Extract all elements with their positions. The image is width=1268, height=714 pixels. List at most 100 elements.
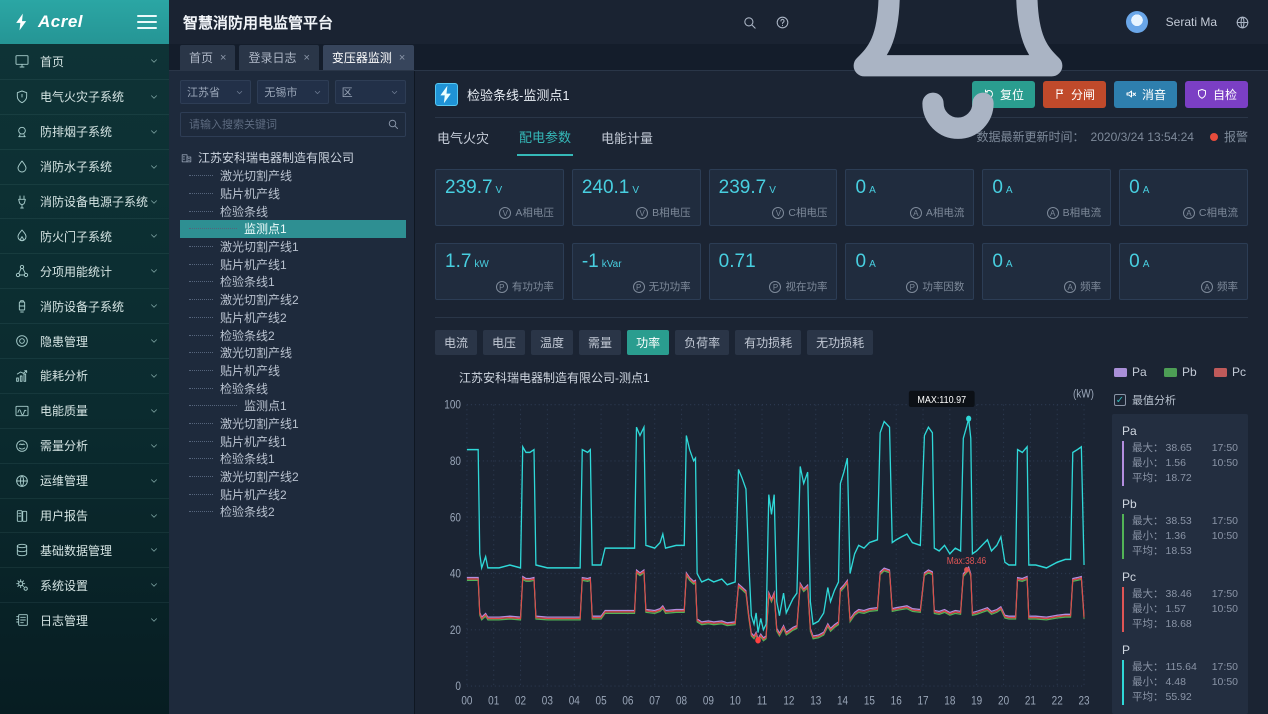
- chevron-down-icon: [149, 476, 159, 486]
- tree-item-13[interactable]: 监测点1: [180, 397, 406, 415]
- chart-filter-7[interactable]: 无功损耗: [807, 330, 874, 355]
- open-switch-button[interactable]: 分闸: [1042, 80, 1106, 108]
- tab-0[interactable]: 首页 ×: [180, 45, 236, 70]
- detail-tab-0[interactable]: 电气火灾: [437, 130, 490, 146]
- chart-section: 电流 电压 温度 需量 功率 负荷率 有功损耗 无功损耗 江苏安科瑞电器制造有限公司-测点1 …: [435, 318, 1248, 714]
- tree-item-16[interactable]: 检验条线1: [180, 450, 406, 468]
- tree-item-2[interactable]: 检验条线: [180, 202, 406, 220]
- legend-Pa[interactable]: Pa: [1114, 365, 1147, 379]
- close-icon[interactable]: ×: [220, 51, 227, 64]
- metric-unit: A: [1005, 259, 1013, 270]
- power-line-chart: 00 01 02 03 04 05 06 07 08 09 10 11 12 13 14 15 16 17 18 19…: [444, 388, 1094, 708]
- metric-card-2: 239.7 V V C相电压: [708, 169, 838, 226]
- tree-connector: [189, 334, 213, 336]
- avatar[interactable]: [1125, 11, 1148, 33]
- svg-text:06: 06: [622, 695, 633, 708]
- tree-item-5[interactable]: 贴片机产线1: [180, 255, 406, 273]
- tree-item-3[interactable]: 监测点1: [180, 220, 406, 238]
- chart-filter-1[interactable]: 电压: [483, 330, 526, 355]
- district-select[interactable]: 区: [334, 80, 406, 104]
- tree-search: [180, 112, 406, 137]
- tree-item-0[interactable]: 激光切割产线: [180, 167, 406, 185]
- sidebar-item-2[interactable]: 防排烟子系统: [0, 113, 169, 149]
- tree-item-4[interactable]: 激光切割产线1: [180, 238, 406, 256]
- chart-filter-3[interactable]: 需量: [579, 330, 622, 355]
- notifications-button[interactable]: 11: [808, 0, 1108, 172]
- metric-label: C相电流: [1198, 207, 1238, 219]
- close-icon[interactable]: ×: [303, 51, 310, 64]
- tree-item-1[interactable]: 贴片机产线: [180, 185, 406, 203]
- tree-item-7[interactable]: 激光切割产线2: [180, 291, 406, 309]
- tree-connector: [189, 210, 213, 212]
- sidebar-item-6[interactable]: 分项用能统计: [0, 253, 169, 288]
- language-globe-icon[interactable]: [1235, 15, 1250, 30]
- tree-item-9[interactable]: 检验条线2: [180, 326, 406, 344]
- legend-Pc[interactable]: Pc: [1213, 365, 1246, 379]
- tree-item-11[interactable]: 贴片机产线: [180, 362, 406, 380]
- sidebar-item-5[interactable]: 防火门子系统: [0, 218, 169, 253]
- sidebar-item-9[interactable]: 能耗分析: [0, 358, 169, 393]
- metric-symbol-icon: V: [499, 206, 512, 219]
- search-input[interactable]: [180, 112, 406, 137]
- tree-item-14[interactable]: 激光切割产线1: [180, 415, 406, 433]
- tree-item-19[interactable]: 检验条线2: [180, 503, 406, 521]
- chart-filter-4[interactable]: 功率: [627, 330, 670, 355]
- metric-symbol-icon: A: [1182, 206, 1195, 219]
- metric-card-4: 0 A A B相电流: [982, 169, 1112, 226]
- city-select[interactable]: 无锡市: [257, 80, 329, 104]
- search-icon[interactable]: [387, 118, 399, 130]
- tree-item-10[interactable]: 激光切割产线: [180, 344, 406, 362]
- svg-text:23: 23: [1078, 695, 1089, 708]
- sidebar-item-1[interactable]: 电气火灾子系统: [0, 78, 169, 114]
- tree-item-6[interactable]: 检验条线1: [180, 273, 406, 291]
- tree-item-17[interactable]: 激光切割产线2: [180, 468, 406, 486]
- detail-tab-2[interactable]: 电能计量: [601, 130, 654, 146]
- metric-unit: A: [1005, 185, 1013, 196]
- user-name: Serati Ma: [1165, 15, 1217, 29]
- tree-item-12[interactable]: 检验条线: [180, 379, 406, 397]
- metric-symbol-icon: V: [636, 206, 649, 219]
- database-icon: [14, 542, 30, 558]
- sidebar-item-12[interactable]: 运维管理: [0, 462, 169, 498]
- tree-connector: [189, 405, 237, 407]
- metric-unit: V: [632, 185, 640, 196]
- chart-filter-2[interactable]: 温度: [531, 330, 574, 355]
- tab-2[interactable]: 变压器监测 ×: [322, 45, 415, 70]
- chart-filter-5[interactable]: 负荷率: [675, 330, 730, 355]
- sidebar-item-13[interactable]: 用户报告: [0, 497, 169, 533]
- tree-root-company[interactable]: 江苏安科瑞电器制造有限公司: [180, 147, 406, 167]
- sidebar-item-7[interactable]: 消防设备子系统: [0, 288, 169, 323]
- province-select[interactable]: 江苏省: [180, 80, 252, 104]
- menu-toggle-icon[interactable]: [137, 15, 157, 29]
- mute-button[interactable]: 消音: [1113, 80, 1177, 108]
- chart-filter-0[interactable]: 电流: [435, 330, 478, 355]
- metric-card-1: 240.1 V V B相电压: [571, 169, 701, 226]
- sidebar-item-4[interactable]: 消防设备电源子系统: [0, 183, 169, 219]
- sidebar-item-10[interactable]: 电能质量: [0, 392, 169, 428]
- sidebar-item-16[interactable]: 日志管理: [0, 602, 169, 637]
- power-icon: [14, 194, 30, 210]
- sidebar-item-3[interactable]: 消防水子系统: [0, 148, 169, 184]
- max-analysis-toggle[interactable]: ✓ 最值分析: [1114, 392, 1248, 408]
- legend-Pb[interactable]: Pb: [1163, 365, 1197, 379]
- tab-1[interactable]: 登录日志 ×: [239, 45, 319, 70]
- self-check-button[interactable]: 自检: [1184, 80, 1248, 108]
- tree-item-18[interactable]: 贴片机产线2: [180, 485, 406, 503]
- metric-label: 功率因数: [922, 281, 965, 293]
- close-icon[interactable]: ×: [398, 51, 406, 64]
- flag-icon: [1054, 88, 1066, 100]
- report-icon: [14, 508, 30, 524]
- tree-connector: [189, 493, 213, 495]
- tree-item-15[interactable]: 贴片机产线1: [180, 432, 406, 450]
- detail-tab-1[interactable]: 配电参数: [517, 118, 574, 156]
- sidebar-item-14[interactable]: 基础数据管理: [0, 532, 169, 567]
- sidebar-item-8[interactable]: 隐患管理: [0, 323, 169, 358]
- search-icon[interactable]: [742, 15, 757, 30]
- chart-filter-6[interactable]: 有功损耗: [735, 330, 802, 355]
- help-icon[interactable]: [775, 15, 790, 30]
- svg-text:Max:38.46: Max:38.46: [947, 555, 986, 566]
- sidebar-item-0[interactable]: 首页: [0, 44, 169, 79]
- sidebar-item-11[interactable]: 需量分析: [0, 427, 169, 463]
- tree-item-8[interactable]: 贴片机产线2: [180, 309, 406, 327]
- sidebar-item-15[interactable]: 系统设置: [0, 567, 169, 602]
